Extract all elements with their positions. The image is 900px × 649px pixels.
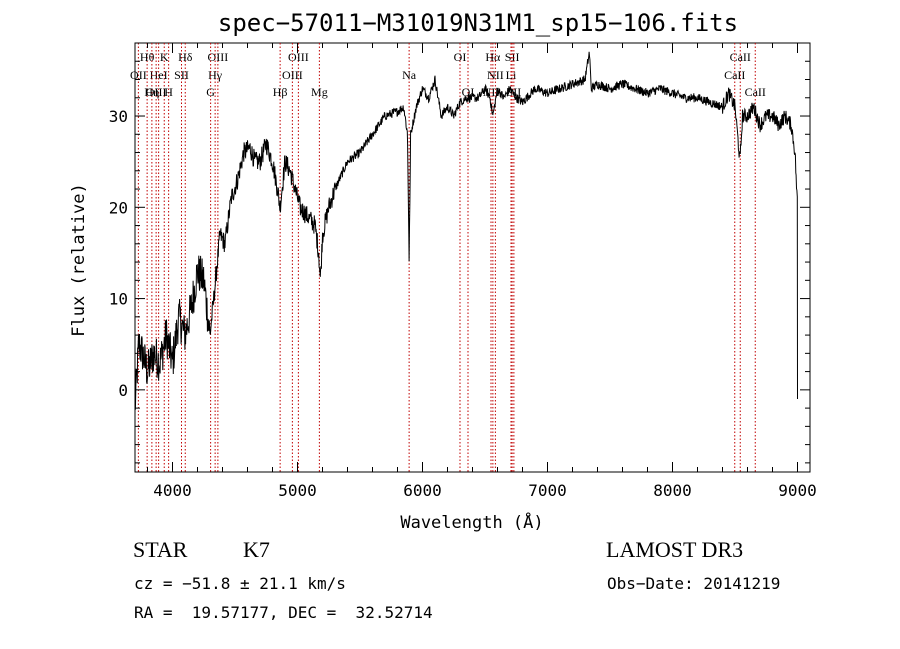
survey-name: LAMOST DR3 bbox=[606, 537, 744, 562]
y-tick-label-0: 0 bbox=[118, 381, 128, 400]
x-tick-label-2: 6000 bbox=[403, 481, 442, 500]
ra-dec-coordinates: RA = 19.57177, DEC = 32.52714 bbox=[134, 603, 433, 622]
marker-label-20: H bbox=[164, 85, 173, 99]
x-tick-label-5: 9000 bbox=[778, 481, 817, 500]
plot-frame bbox=[134, 42, 811, 473]
marker-label-0: Hθ bbox=[140, 50, 155, 64]
y-tick-label-3: 30 bbox=[109, 107, 128, 126]
marker-label-22: Hβ bbox=[273, 85, 288, 99]
marker-label-19: Hη bbox=[144, 85, 159, 99]
object-class: STAR bbox=[133, 537, 188, 562]
y-tick-label-2: 20 bbox=[109, 198, 128, 217]
marker-label-6: Hα bbox=[485, 50, 501, 64]
marker-label-1: K bbox=[160, 50, 169, 64]
marker-label-16: Li bbox=[506, 68, 517, 82]
marker-label-27: CaII bbox=[745, 85, 766, 99]
x-tick-label-3: 7000 bbox=[528, 481, 567, 500]
marker-label-14: Na bbox=[402, 68, 417, 82]
x-tick-label-1: 5000 bbox=[278, 481, 317, 500]
spectrum-line bbox=[134, 51, 798, 410]
marker-label-5: OI bbox=[454, 50, 467, 64]
marker-label-13: OIII bbox=[282, 68, 303, 82]
marker-label-3: OIII bbox=[208, 50, 229, 64]
axis-ticks: 4000 5000 6000 7000 8000 9000 0 10 20 30 bbox=[109, 42, 817, 500]
y-axis-label: Flux (relative) bbox=[69, 183, 89, 337]
marker-label-17: CaII bbox=[724, 68, 745, 82]
marker-label-12: Hγ bbox=[208, 68, 223, 82]
marker-label-11: SII bbox=[174, 68, 189, 82]
x-tick-label-4: 8000 bbox=[653, 481, 692, 500]
object-subclass: K7 bbox=[243, 537, 270, 562]
marker-label-23: Mg bbox=[311, 85, 328, 99]
emission-line-markers: Hθ K Hδ OIII OIII OI Hα SII CaII OII HeI SII Hγ OIII N… bbox=[130, 43, 766, 472]
marker-label-18: OIII bbox=[146, 85, 167, 99]
marker-label-9: OII bbox=[130, 68, 147, 82]
chart-title: spec−57011−M31019N31M1_sp15−106.fits bbox=[218, 9, 738, 37]
marker-label-10: HeI bbox=[150, 68, 168, 82]
marker-label-15: NII bbox=[487, 68, 504, 82]
y-tick-label-1: 10 bbox=[109, 290, 128, 309]
x-tick-label-0: 4000 bbox=[153, 481, 192, 500]
redshift-cz: cz = −51.8 ± 21.1 km/s bbox=[134, 574, 346, 593]
marker-label-4: OIII bbox=[288, 50, 309, 64]
marker-label-7: SII bbox=[505, 50, 520, 64]
x-axis-label: Wavelength (Å) bbox=[400, 511, 543, 533]
observation-date: Obs−Date: 20141219 bbox=[607, 574, 781, 593]
marker-label-21: G bbox=[206, 85, 215, 99]
marker-label-2: Hδ bbox=[178, 50, 193, 64]
marker-label-8: CaII bbox=[730, 50, 751, 64]
